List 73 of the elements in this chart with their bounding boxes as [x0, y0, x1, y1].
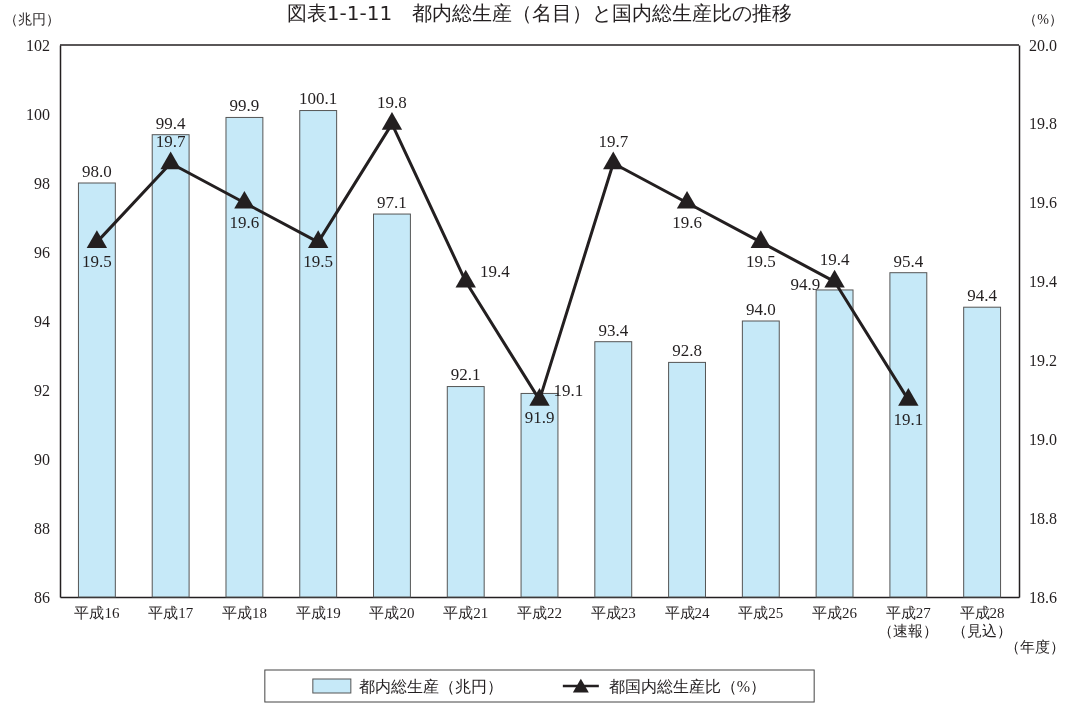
x-tick-label: 平成17 [148, 604, 194, 621]
data-label: 19.4 [479, 262, 511, 282]
y-tick-label: 100 [26, 105, 50, 123]
chart-title: 図表1-1-11 都内総生産（名目）と国内総生産比の推移 [286, 1, 793, 25]
x-tick-label: 平成19 [295, 604, 341, 621]
data-label: 100.1 [299, 89, 338, 109]
x-tick-label: 平成22 [517, 604, 562, 621]
data-label: 94.9 [790, 274, 821, 294]
data-label: 92.1 [450, 365, 481, 385]
point [529, 388, 550, 406]
y2-tick-label: 20.0 [1029, 36, 1057, 54]
y-tick-label: 98 [34, 174, 50, 192]
point [381, 112, 403, 130]
y2-tick-label: 18.8 [1029, 509, 1057, 527]
data-label: 19.6 [672, 212, 702, 232]
y2-axis-title: （%） [1023, 12, 1063, 27]
y2-tick-label: 19.6 [1029, 194, 1057, 212]
y-tick-label: 88 [34, 519, 50, 537]
data-label: 94.4 [967, 286, 998, 306]
x-axis-title: （年度） [1005, 639, 1065, 655]
data-label: 92.8 [672, 341, 702, 361]
data-label: 98.0 [82, 161, 112, 181]
x-tick-label: 平成20 [369, 604, 415, 621]
x-tick-label: 平成27 （速報） [878, 604, 939, 639]
y-tick-label: 102 [26, 36, 50, 54]
x-tick-label: 平成16 [74, 604, 120, 621]
y-tick-label: 96 [34, 243, 50, 261]
data-label: 19.5 [82, 252, 112, 272]
point [160, 151, 181, 170]
data-label: 99.9 [229, 96, 260, 116]
legend-label: 都内総生産（兆円） [358, 677, 503, 695]
y2-tick-label: 19.0 [1029, 430, 1057, 448]
x-tick-label: 平成28 （見込） [952, 604, 1013, 639]
point [750, 230, 771, 249]
data-label: 93.4 [598, 320, 629, 340]
data-label: 19.4 [819, 250, 850, 270]
point [234, 190, 255, 209]
data-label: 97.1 [377, 192, 407, 212]
x-tick-label: 平成26 [812, 604, 858, 621]
y2-tick-label: 18.6 [1029, 588, 1057, 606]
point [603, 151, 624, 170]
data-label: 19.1 [893, 409, 924, 429]
point [824, 269, 845, 288]
y-tick-label: 94 [34, 312, 50, 330]
y2-tick-label: 19.2 [1029, 352, 1057, 370]
data-label: 99.4 [155, 113, 187, 133]
point [455, 269, 476, 288]
y-tick-label: 92 [34, 381, 50, 399]
point [308, 230, 329, 249]
data-label: 19.7 [155, 132, 187, 152]
x-tick-label: 平成18 [221, 604, 267, 621]
y2-tick-label: 19.4 [1029, 273, 1057, 291]
y2-tick-label: 19.8 [1029, 115, 1057, 133]
x-tick-label: 平成24 [664, 604, 711, 621]
data-label: 19.7 [598, 132, 629, 152]
data-label: 19.8 [377, 92, 407, 112]
data-label: 19.5 [745, 252, 776, 272]
point [86, 230, 108, 249]
data-label: 91.9 [524, 407, 555, 427]
x-tick-label: 平成23 [590, 604, 636, 621]
x-tick-label: 平成21 [443, 604, 489, 621]
data-label: 19.6 [229, 212, 260, 232]
legend-label: 都国内総生産比（%） [608, 677, 767, 695]
x-tick-label: 平成25 [738, 604, 784, 621]
point [676, 190, 698, 209]
data-label: 94.0 [745, 299, 776, 319]
y-axis-title: （兆円） [4, 12, 60, 27]
data-label: 19.5 [303, 252, 334, 272]
data-label: 19.1 [553, 380, 584, 400]
y-tick-label: 90 [34, 450, 50, 468]
y-tick-label: 86 [34, 588, 50, 606]
point [898, 388, 919, 406]
data-label: 95.4 [893, 251, 924, 271]
